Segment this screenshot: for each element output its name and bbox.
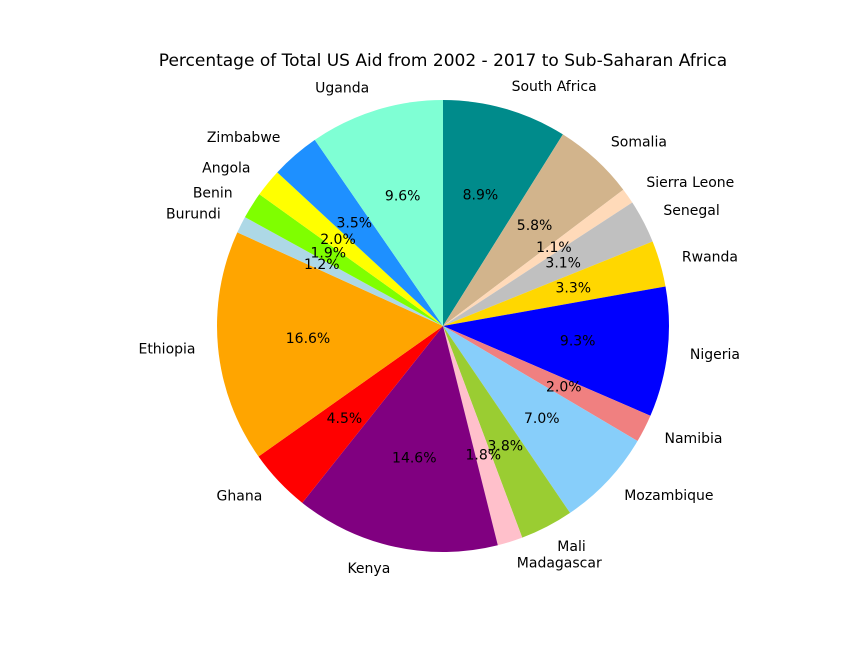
- slice-label-rwanda: Rwanda: [682, 249, 738, 265]
- pie-slice-kenya: [302, 326, 498, 553]
- pie-slice-nigeria: [443, 286, 669, 416]
- percent-label-angola: 2.0%: [320, 232, 356, 248]
- slice-label-namibia: Namibia: [665, 431, 723, 447]
- percent-label-namibia: 2.0%: [546, 380, 582, 396]
- pie-slices: [217, 100, 669, 553]
- percent-label-mozambique: 7.0%: [524, 411, 560, 427]
- slice-label-kenya: Kenya: [347, 561, 390, 577]
- percent-label-sierra-leone: 1.1%: [536, 240, 572, 256]
- slice-label-somalia: Somalia: [611, 135, 667, 151]
- slice-label-senegal: Senegal: [663, 203, 719, 219]
- slice-labels: South Africa Somalia Sierra Leone Senegal Rw…: [138, 79, 740, 577]
- slice-label-ghana: Ghana: [217, 489, 263, 505]
- slice-label-ethiopia: Ethiopia: [138, 341, 195, 357]
- slice-label-sierra-leone: Sierra Leone: [646, 175, 734, 191]
- percent-label-madagascar: 1.8%: [466, 448, 502, 464]
- pie-slice-zimbabwe: [277, 139, 443, 326]
- percent-label-kenya: 14.6%: [392, 451, 436, 467]
- percent-labels: 8.9% 5.8% 1.1%3.1% 3.3% 9.3% 2.0% 7.0%3.8%1.8%…: [286, 188, 596, 467]
- percent-label-ghana: 4.5%: [327, 411, 363, 427]
- slice-label-madagascar: Madagascar: [517, 555, 602, 571]
- slice-label-south-africa: South Africa: [512, 79, 597, 95]
- slice-label-nigeria: Nigeria: [690, 347, 740, 363]
- pie-slice-benin: [244, 194, 443, 326]
- percent-label-ethiopia: 16.6%: [286, 331, 330, 347]
- slice-label-angola: Angola: [202, 161, 250, 177]
- chart-title: Percentage of Total US Aid from 2002 - 2…: [159, 51, 727, 71]
- slice-label-mozambique: Mozambique: [624, 488, 713, 504]
- pie-slice-ghana: [258, 326, 443, 503]
- pie-slice-somalia: [443, 134, 624, 326]
- slice-label-zimbabwe: Zimbabwe: [207, 130, 281, 146]
- pie-slice-burundi: [237, 217, 443, 326]
- percent-label-burundi: 1.2%: [304, 257, 340, 273]
- pie-slice-mali: [443, 326, 571, 538]
- percent-label-nigeria: 9.3%: [560, 334, 596, 350]
- slice-label-uganda: Uganda: [315, 81, 369, 97]
- percent-label-south-africa: 8.9%: [463, 188, 499, 204]
- percent-label-somalia: 5.8%: [517, 218, 553, 234]
- pie-slice-south-africa: [443, 100, 563, 326]
- percent-label-zimbabwe: 3.5%: [337, 215, 373, 231]
- pie-slice-namibia: [443, 326, 651, 442]
- percent-label-mali: 3.8%: [488, 438, 524, 454]
- pie-slice-ethiopia: [217, 232, 443, 457]
- percent-label-uganda: 9.6%: [385, 189, 421, 205]
- percent-label-rwanda: 3.3%: [556, 281, 592, 297]
- pie-slice-rwanda: [443, 241, 666, 326]
- slice-label-mali: Mali: [557, 539, 585, 555]
- slice-label-benin: Benin: [193, 186, 233, 202]
- pie-slice-sierra-leone: [443, 189, 633, 326]
- slice-label-burundi: Burundi: [166, 207, 221, 223]
- pie-slice-angola: [259, 172, 443, 326]
- pie-slice-senegal: [443, 202, 653, 326]
- pie-slice-madagascar: [443, 326, 523, 546]
- pie-slice-mozambique: [443, 326, 638, 513]
- pie-slice-uganda: [314, 100, 443, 326]
- percent-label-benin: 1.9%: [311, 246, 347, 262]
- percent-label-senegal: 3.1%: [545, 255, 581, 271]
